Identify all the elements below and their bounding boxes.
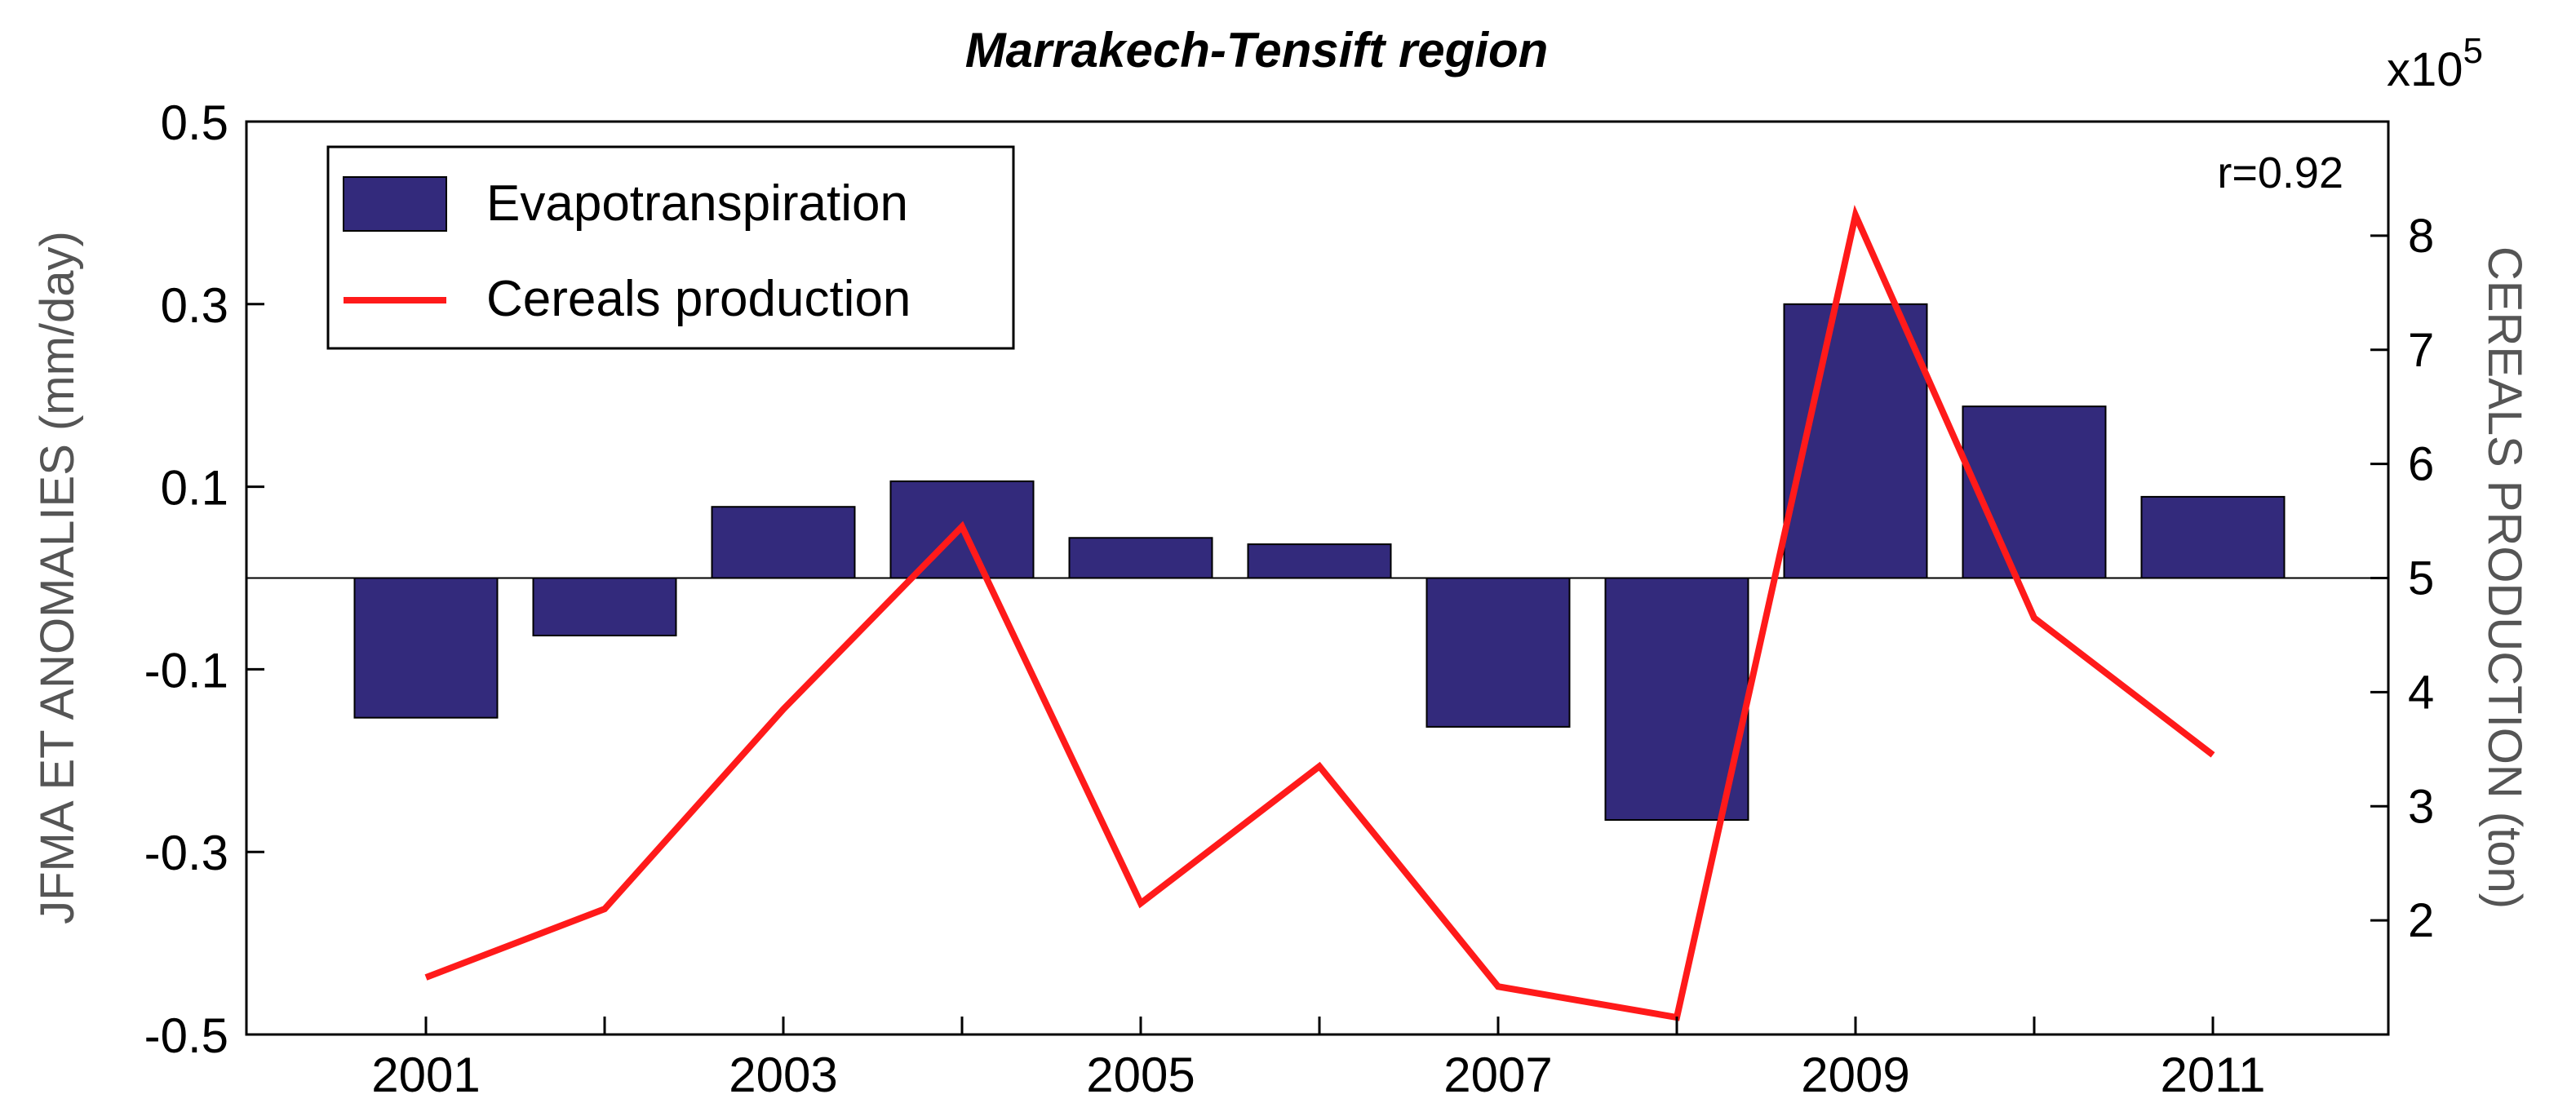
right-tick-label: 7	[2408, 324, 2434, 377]
bar-2007	[1425, 577, 1571, 728]
left-axis-label: JFMA ET ANOMALIES (mm/day)	[31, 231, 84, 924]
multiplier-base: x10	[2387, 43, 2463, 96]
bar-series	[353, 303, 2286, 822]
multiplier-exponent: 5	[2463, 31, 2483, 71]
correlation-annotation: r=0.92	[2217, 148, 2343, 197]
x-tick-label: 2009	[1801, 1048, 1909, 1102]
x-tick-label: 2011	[2160, 1048, 2265, 1102]
right-tick-label: 8	[2408, 210, 2434, 263]
legend-label-evapotranspiration: Evapotranspiration	[486, 175, 908, 232]
left-tick-label: -0.5	[144, 1008, 228, 1063]
x-tick-label: 2003	[729, 1048, 837, 1102]
right-axis: 8 7 6 5 4 3 2	[2370, 210, 2434, 947]
left-tick-label: 0.1	[161, 461, 228, 516]
bar-2003	[711, 506, 856, 579]
right-tick-label: 3	[2408, 780, 2434, 833]
legend-swatch-evapotranspiration	[343, 176, 447, 232]
chart-title: Marrakech-Tensift region	[965, 23, 1549, 78]
right-tick-label: 4	[2408, 666, 2434, 719]
right-axis-label: CEREALS PRODUCTION (ton)	[2478, 246, 2531, 909]
left-axis: 0.5 0.3 0.1 -0.1 -0.3 -0.5	[144, 95, 264, 1063]
bar-2010	[1962, 405, 2107, 579]
bar-2005	[1068, 537, 1213, 579]
bar-2011	[2140, 495, 2286, 579]
left-tick-label: 0.3	[161, 278, 228, 333]
x-axis: 2001 2003 2005 2007 2009 2011	[371, 1017, 2266, 1102]
bar-2006	[1247, 543, 1392, 579]
line-series	[424, 204, 2215, 1021]
left-tick-label: 0.5	[161, 95, 228, 150]
left-tick-label: -0.1	[144, 643, 228, 698]
bar-2002	[532, 577, 677, 636]
legend-label-cereals: Cereals production	[486, 271, 911, 327]
bar-2001	[353, 577, 499, 719]
legend: Evapotranspiration Cereals production	[326, 145, 1015, 350]
x-tick-label: 2007	[1443, 1048, 1552, 1102]
right-tick-label: 6	[2408, 438, 2434, 491]
right-tick-label: 5	[2408, 552, 2434, 605]
right-axis-multiplier: x105	[2387, 31, 2483, 96]
left-tick-label: -0.3	[144, 826, 228, 880]
x-tick-label: 2001	[371, 1048, 480, 1102]
bar-2008	[1604, 577, 1749, 822]
right-tick-label: 2	[2408, 894, 2434, 947]
x-tick-label: 2005	[1086, 1048, 1195, 1102]
